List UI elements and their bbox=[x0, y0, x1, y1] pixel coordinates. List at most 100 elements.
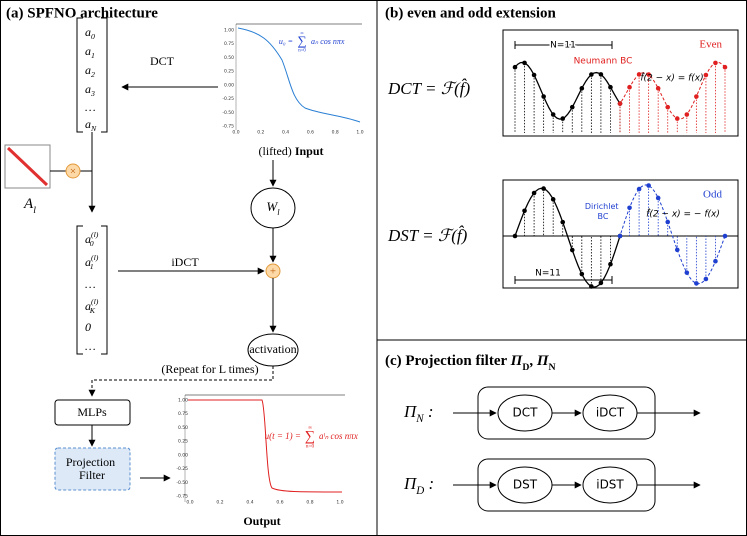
formula-lhs: u₀ = bbox=[279, 37, 293, 46]
row-label: ΠN : bbox=[403, 402, 434, 425]
y-tick-label: 0.25 bbox=[178, 439, 188, 445]
text: a bbox=[85, 232, 91, 246]
point bbox=[646, 183, 651, 188]
index: (l) bbox=[91, 253, 99, 262]
y-tick-label: -0.50 bbox=[176, 480, 188, 486]
y-tick-label: -0.50 bbox=[222, 110, 234, 116]
y-tick-label: 0.00 bbox=[178, 452, 188, 458]
index: N bbox=[549, 362, 556, 373]
text: a bbox=[85, 25, 91, 39]
text: , bbox=[529, 353, 537, 369]
x-tick-label: 0.2 bbox=[216, 500, 223, 506]
x-tick-label: 0.6 bbox=[307, 130, 314, 136]
point bbox=[674, 116, 680, 121]
text: Π bbox=[403, 474, 418, 493]
node-label: iDCT bbox=[596, 406, 625, 420]
point bbox=[522, 60, 527, 66]
y-tick-label: 0.75 bbox=[224, 41, 234, 47]
point bbox=[598, 72, 604, 77]
x-tick-label: 0.4 bbox=[282, 130, 289, 136]
box-label: MLPs bbox=[77, 405, 107, 419]
x-tick-label: 0.2 bbox=[257, 130, 264, 136]
point bbox=[512, 233, 518, 239]
point bbox=[636, 72, 642, 77]
point bbox=[579, 271, 585, 277]
y-tick-label: -0.75 bbox=[222, 124, 234, 130]
formula-sum: ∑ bbox=[305, 428, 315, 444]
point bbox=[703, 72, 709, 78]
entry: a(l) K bbox=[85, 297, 99, 315]
vector: a(l) 0a(l) 1…a(l) K0… bbox=[85, 230, 99, 352]
x-tick-label: 0.8 bbox=[332, 130, 339, 136]
point bbox=[722, 64, 728, 70]
curve bbox=[188, 399, 343, 493]
point bbox=[541, 94, 546, 99]
text: : bbox=[424, 474, 434, 493]
x-tick-label: 1.0 bbox=[356, 130, 363, 136]
index: N bbox=[415, 413, 424, 425]
line: Filter bbox=[79, 468, 105, 482]
line: Dirichlet bbox=[585, 202, 619, 211]
point bbox=[684, 112, 690, 117]
y-tick-label: -0.75 bbox=[176, 494, 188, 500]
arrow bbox=[88, 366, 274, 397]
index: 0 bbox=[90, 239, 94, 248]
index: 0 bbox=[91, 32, 95, 41]
point bbox=[694, 94, 699, 99]
point bbox=[589, 284, 594, 289]
panel-title: (a) SPFNO architecture bbox=[6, 5, 158, 21]
point bbox=[713, 60, 718, 66]
y-tick-label: 0.50 bbox=[178, 425, 188, 431]
point bbox=[617, 101, 623, 106]
y-tick-label: 0.75 bbox=[178, 411, 188, 417]
formula-rhs: aₙ cos nπx bbox=[311, 37, 345, 46]
index: 3 bbox=[90, 89, 95, 98]
formula-lower: n=0 bbox=[298, 48, 306, 53]
point bbox=[550, 112, 556, 117]
curve bbox=[514, 61, 621, 120]
plot-frame bbox=[502, 29, 739, 137]
equation: DST = ℱ(f̂) bbox=[387, 225, 468, 245]
entry: … bbox=[85, 339, 96, 353]
point bbox=[598, 280, 604, 286]
curve bbox=[619, 184, 726, 285]
text: a bbox=[85, 117, 91, 131]
node-label: activation bbox=[249, 342, 296, 356]
node-label: Wl bbox=[266, 199, 280, 217]
x-tick-label: 0.4 bbox=[246, 500, 253, 506]
caption: (lifted) Input bbox=[258, 144, 323, 158]
text: Π bbox=[510, 353, 524, 369]
entry: aN bbox=[85, 117, 97, 134]
point bbox=[722, 233, 728, 239]
y-tick-label: 1.00 bbox=[178, 398, 188, 404]
text: : bbox=[424, 402, 434, 421]
point bbox=[531, 190, 537, 196]
tag: Even bbox=[699, 39, 722, 51]
formula-sum: ∑ bbox=[297, 34, 306, 48]
point bbox=[512, 64, 518, 70]
formula-rhs: aˡₙ cos nπx bbox=[319, 431, 358, 441]
index: D bbox=[415, 485, 424, 497]
label: Neumann BC bbox=[574, 57, 633, 67]
panel-title: (b) even and odd extension bbox=[385, 5, 557, 21]
panel-title: (c) Projection filter ΠD, ΠN bbox=[385, 353, 556, 372]
curve bbox=[237, 27, 361, 123]
x-tick-label: 0.6 bbox=[276, 500, 283, 506]
span bbox=[514, 41, 613, 49]
point bbox=[579, 86, 585, 91]
point bbox=[522, 208, 527, 214]
entry: a2 bbox=[85, 63, 95, 80]
formula-upper: ∞ bbox=[300, 32, 304, 37]
point bbox=[665, 104, 671, 110]
curve bbox=[514, 187, 621, 288]
text: (c) Projection filter bbox=[385, 353, 511, 369]
span bbox=[514, 276, 613, 284]
line: Projection bbox=[66, 455, 115, 469]
text: Π bbox=[403, 402, 418, 421]
y-tick-label: 0.50 bbox=[224, 55, 234, 61]
point bbox=[684, 270, 690, 275]
line: BC bbox=[598, 212, 609, 221]
label: (Repeat for L times) bbox=[161, 362, 258, 376]
text: A bbox=[23, 196, 34, 212]
